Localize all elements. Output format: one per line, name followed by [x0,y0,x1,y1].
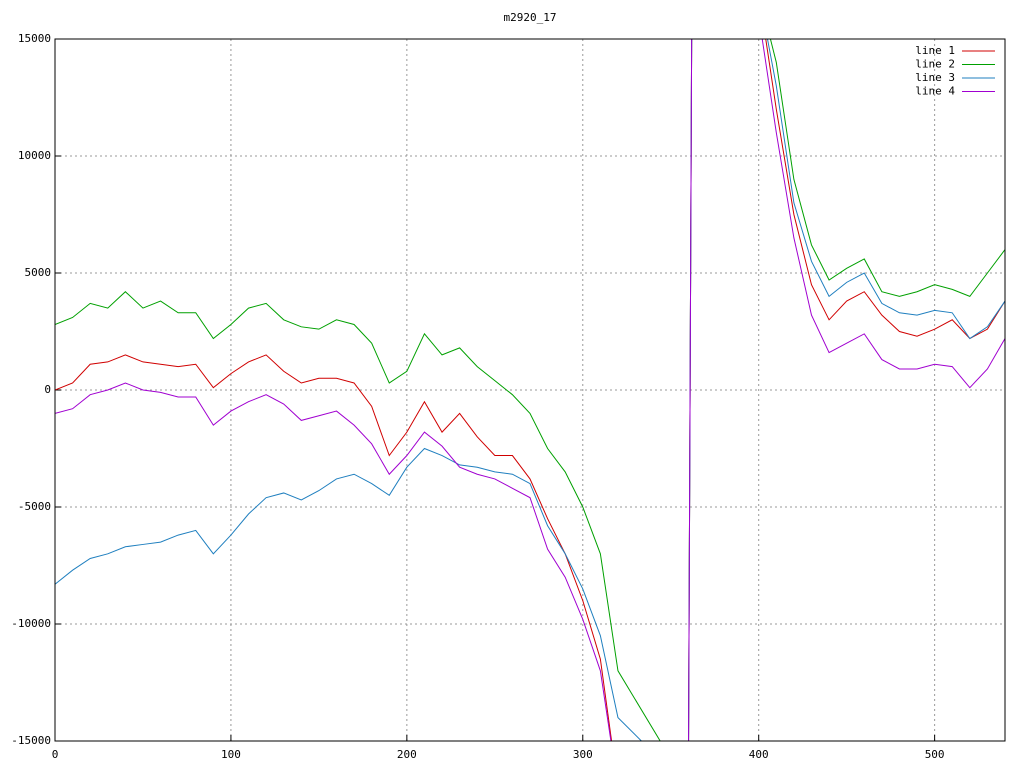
y-tick-label: -15000 [11,734,51,747]
plot-area [55,39,1005,741]
y-tick-label: 10000 [18,149,51,162]
legend-label: line 3 [915,71,955,84]
grid [54,38,1005,742]
chart-title: m2920_17 [504,11,557,24]
x-tick-label: 300 [573,748,593,761]
data-line [55,39,1005,741]
data-line [55,39,1005,741]
legend-label: line 1 [915,44,955,57]
x-tick-label: 400 [749,748,769,761]
legend-label: line 4 [915,85,955,98]
legend-label: line 2 [915,58,955,71]
y-tick-label: 15000 [18,32,51,45]
y-tick-label: -10000 [11,617,51,630]
y-tick-label: 5000 [25,266,52,279]
x-tick-label: 100 [221,748,241,761]
x-tick-label: 0 [52,748,59,761]
x-tick-label: 500 [925,748,945,761]
data-line [55,39,1005,741]
x-tick-label: 200 [397,748,417,761]
y-tick-label: 0 [44,383,51,396]
data-line [55,39,1005,741]
plot-border [54,38,1006,742]
y-tick-label: -5000 [18,500,51,513]
